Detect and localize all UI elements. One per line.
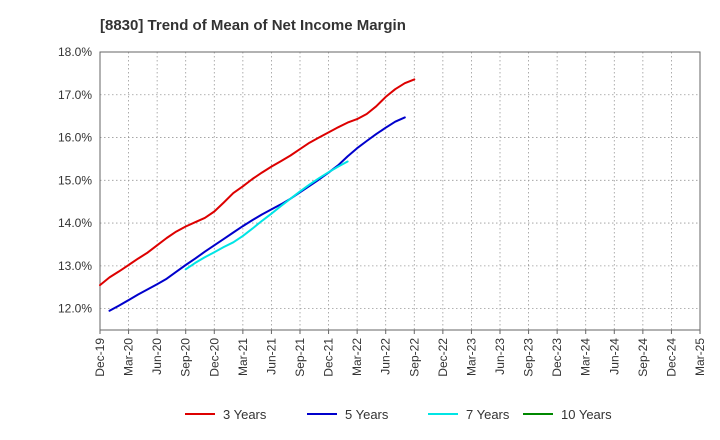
x-tick-label: Mar-25 xyxy=(693,338,707,376)
x-tick-label: Sep-24 xyxy=(636,338,650,377)
x-tick-label: Dec-24 xyxy=(664,338,678,377)
plot-frame xyxy=(99,51,701,331)
x-tick-label: Dec-19 xyxy=(93,338,107,377)
legend-label: 3 Years xyxy=(223,407,267,422)
series-line-5-years xyxy=(108,116,406,312)
x-tick-label: Mar-23 xyxy=(464,338,478,376)
x-tick-label: Sep-21 xyxy=(293,338,307,377)
x-tick-label: Dec-21 xyxy=(322,338,336,377)
x-tick-label: Sep-22 xyxy=(407,338,421,377)
y-tick-label: 14.0% xyxy=(58,216,92,230)
x-tick-label: Sep-20 xyxy=(179,338,193,377)
x-tick-label: Dec-23 xyxy=(550,338,564,377)
legend-label: 10 Years xyxy=(561,407,612,422)
y-tick-label: 13.0% xyxy=(58,259,92,273)
x-tick-label: Jun-20 xyxy=(150,338,164,375)
x-tick-label: Sep-23 xyxy=(522,338,536,377)
legend: 3 Years 5 Years 7 Years 10 Years xyxy=(185,407,612,422)
x-tick-label: Jun-21 xyxy=(264,338,278,375)
y-tick-label: 12.0% xyxy=(58,302,92,316)
y-tick-label: 17.0% xyxy=(58,88,92,102)
x-tick-label: Jun-23 xyxy=(493,338,507,375)
plot-area: 12.0% 13.0% 14.0% 15.0% 16.0% 17.0% 18.0% Dec-1… xyxy=(58,45,707,377)
x-tick-label: Mar-20 xyxy=(122,338,136,376)
y-tick-label: 16.0% xyxy=(58,131,92,145)
chart-title: [8830] Trend of Mean of Net Income Margi… xyxy=(100,17,406,34)
x-tick-label: Jun-24 xyxy=(607,338,621,375)
x-tick-label: Dec-20 xyxy=(207,338,221,377)
legend-label: 7 Years xyxy=(466,407,510,422)
y-tick-label: 18.0% xyxy=(58,45,92,59)
y-tick-label: 15.0% xyxy=(58,173,92,187)
legend-label: 5 Years xyxy=(345,407,389,422)
x-tick-label: Mar-24 xyxy=(579,338,593,376)
series-line-3-years xyxy=(99,78,416,287)
series-line-7-years xyxy=(184,160,349,271)
x-tick-label: Dec-22 xyxy=(436,338,450,377)
x-tick-label: Jun-22 xyxy=(379,338,393,375)
x-tick-label: Mar-22 xyxy=(350,338,364,376)
x-tick-label: Mar-21 xyxy=(236,338,250,376)
